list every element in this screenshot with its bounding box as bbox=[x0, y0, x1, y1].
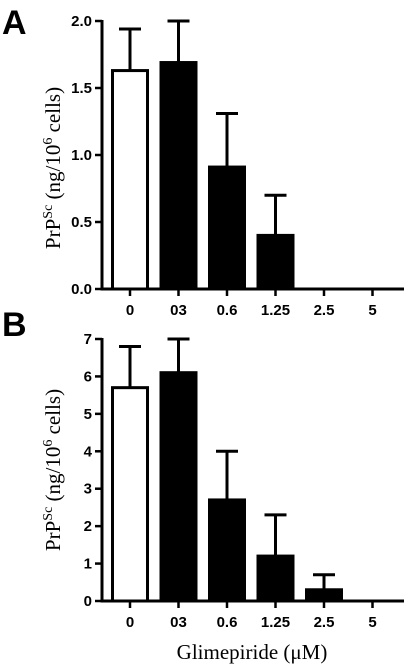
y-tick-label-p1-1: 1 bbox=[84, 556, 92, 573]
y-tick-label-p1-4: 4 bbox=[84, 443, 93, 460]
y-tick-label-p0-4: 2.0 bbox=[71, 13, 92, 30]
bars-a: 0.0 0.5 1.0 1.5 2.0 0 03 0.6 1.25 2.5 5 bbox=[71, 13, 404, 319]
bar-p1-1 bbox=[159, 371, 198, 603]
bar-p1-3 bbox=[256, 554, 295, 603]
y-tick-label-p0-0: 0.0 bbox=[71, 281, 92, 298]
x-tick-label-p0-2: 0.6 bbox=[217, 302, 238, 319]
x-tick-label-p1-4: 2.5 bbox=[314, 614, 335, 631]
y-axis-label-b: PrPSc (ng/106 cells) bbox=[41, 389, 65, 551]
bar-p1-2 bbox=[208, 498, 246, 603]
bar-p1-4 bbox=[305, 588, 343, 603]
y-tick-label-p1-5: 5 bbox=[84, 406, 92, 423]
x-tick-label-p1-1: 03 bbox=[170, 614, 187, 631]
x-tick-label-p0-3: 1.25 bbox=[261, 302, 290, 319]
y-tick-label-p1-3: 3 bbox=[84, 481, 92, 498]
x-tick-label-p0-5: 5 bbox=[368, 302, 376, 319]
x-tick-label-p0-4: 2.5 bbox=[314, 302, 335, 319]
panel-letter-a: A bbox=[2, 4, 27, 42]
y-tick-label-p1-6: 6 bbox=[84, 368, 92, 385]
y-tick-label-p0-3: 1.5 bbox=[71, 80, 92, 97]
x-axis-label-b: Glimepiride (μM) bbox=[177, 640, 328, 664]
bars-b: 0 1 2 3 4 5 6 7 0 03 0.6 1.25 2.5 5 bbox=[84, 331, 404, 631]
x-tick-label-p0-0: 0 bbox=[126, 302, 134, 319]
bar-p1-0 bbox=[111, 386, 149, 603]
bar-p0-0 bbox=[111, 69, 149, 291]
x-tick-label-p1-0: 0 bbox=[126, 614, 134, 631]
bar-p0-2 bbox=[208, 165, 246, 291]
bar-p0-1 bbox=[159, 61, 198, 291]
y-tick-label-p1-0: 0 bbox=[84, 593, 92, 610]
x-tick-label-p0-1: 03 bbox=[170, 302, 187, 319]
panel-letter-b: B bbox=[2, 306, 27, 344]
y-tick-label-p0-1: 0.5 bbox=[71, 214, 92, 231]
y-tick-label-p0-2: 1.0 bbox=[71, 147, 92, 164]
y-axis-label-a: PrPSc (ng/106 cells) bbox=[41, 87, 65, 249]
x-tick-label-p1-3: 1.25 bbox=[261, 614, 290, 631]
x-tick-label-p1-2: 0.6 bbox=[217, 614, 238, 631]
x-tick-label-p1-5: 5 bbox=[368, 614, 376, 631]
bar-p0-3 bbox=[256, 233, 295, 291]
panel-b: B PrPSc (ng/106 cells) 0 1 2 3 4 5 6 7 0 03 0.6 1.2… bbox=[2, 306, 404, 664]
y-tick-label-p1-2: 2 bbox=[84, 518, 92, 535]
panel-a: A PrPSc (ng/106 cells) 0.00.51.01.52.00 0… bbox=[2, 4, 404, 319]
y-tick-label-p1-7: 7 bbox=[84, 331, 92, 348]
